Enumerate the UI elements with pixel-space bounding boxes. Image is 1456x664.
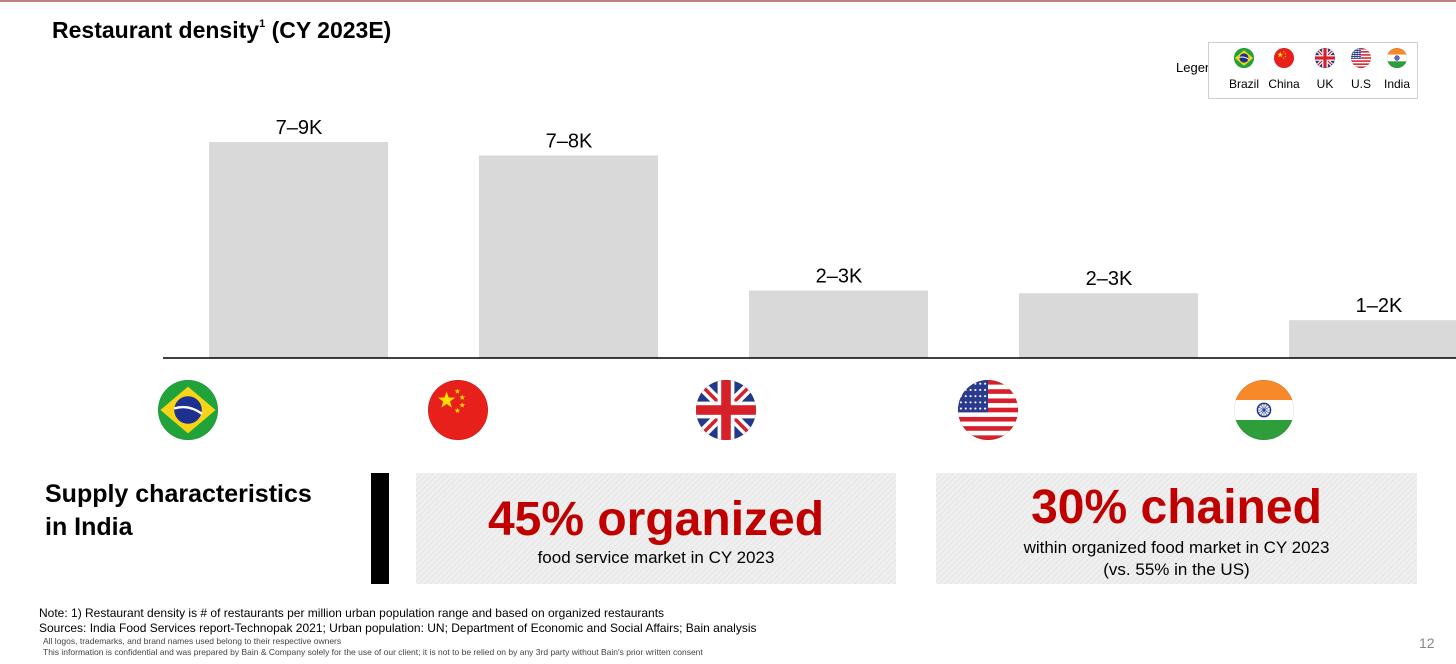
footnote-note: Note: 1) Restaurant density is # of rest… xyxy=(39,606,665,620)
bar-chart: 7–9K 7–8K 2–3K 2–3K 1–2K xyxy=(158,117,1456,440)
bar-value-label: 7–9K xyxy=(276,117,323,139)
china-flag-icon xyxy=(1274,48,1294,68)
title-text: Restaurant density xyxy=(52,17,260,43)
legend-item-india: India xyxy=(1375,43,1419,98)
uk-flag-icon xyxy=(696,380,756,440)
legend-item-us: U.S xyxy=(1339,43,1383,98)
organized-share-caption: food service market in CY 2023 xyxy=(416,547,896,569)
bar-china xyxy=(479,155,658,358)
section-divider-bar xyxy=(371,473,389,584)
page-number: 12 xyxy=(1419,635,1435,651)
legend-label: UK xyxy=(1316,77,1334,91)
organized-share-value: 45% organized xyxy=(487,493,825,546)
bar-brazil xyxy=(209,142,388,358)
legend-item-uk: UK xyxy=(1303,43,1347,98)
chained-share-caption-line2: (vs. 55% in the US) xyxy=(1103,560,1250,579)
supply-heading-line1: Supply characteristics xyxy=(45,480,312,508)
legend-item-brazil: Brazil xyxy=(1222,43,1266,98)
brazil-flag-icon xyxy=(1234,48,1254,68)
bar-india xyxy=(1289,320,1456,358)
uk-flag-icon xyxy=(1315,48,1335,68)
footnote-confidential: This information is confidential and was… xyxy=(43,647,703,657)
page-title: Restaurant density1 (CY 2023E) xyxy=(52,17,391,44)
legend-label: U.S xyxy=(1350,77,1371,91)
title-superscript: 1 xyxy=(259,18,266,31)
title-suffix: (CY 2023E) xyxy=(265,17,392,43)
legend: Brazil China UK U.S India xyxy=(1208,42,1418,99)
chained-share-caption-line1: within organized food market in CY 2023 xyxy=(1023,538,1330,557)
bar-value-label: 7–8K xyxy=(546,131,593,153)
bar-value-label: 1–2K xyxy=(1356,295,1403,317)
legend-label: China xyxy=(1268,77,1300,91)
legend-item-china: China xyxy=(1262,43,1306,98)
bar-value-label: 2–3K xyxy=(816,266,863,288)
legend-label: Brazil xyxy=(1228,77,1259,91)
china-flag-icon xyxy=(428,380,488,440)
footnote-sources: Sources: India Food Services report-Tech… xyxy=(39,621,757,635)
chained-share-caption: within organized food market in CY 2023 … xyxy=(936,537,1417,581)
bar-us xyxy=(1019,293,1198,358)
chained-share-value: 30% chained xyxy=(1031,481,1322,534)
india-flag-icon xyxy=(1387,48,1407,68)
us-flag-icon xyxy=(958,380,1018,440)
chained-share-card: 30% chained within organized food market… xyxy=(936,473,1417,584)
supply-heading-line2: in India xyxy=(45,513,133,541)
india-flag-icon xyxy=(1234,380,1294,440)
organized-share-card: 45% organized food service market in CY … xyxy=(416,473,896,584)
brazil-flag-icon xyxy=(158,380,218,440)
top-accent-line xyxy=(0,0,1456,2)
us-flag-icon xyxy=(1351,48,1371,68)
footnotes: Note: 1) Restaurant density is # of rest… xyxy=(39,606,757,658)
footnote-logos: All logos, trademarks, and brand names u… xyxy=(43,636,342,646)
bar-uk xyxy=(749,290,928,358)
organized-share-caption-line1: food service market in CY 2023 xyxy=(537,548,775,567)
legend-label: India xyxy=(1383,77,1411,91)
bar-value-label: 2–3K xyxy=(1086,268,1133,290)
supply-heading: Supply characteristics in India xyxy=(45,478,365,544)
